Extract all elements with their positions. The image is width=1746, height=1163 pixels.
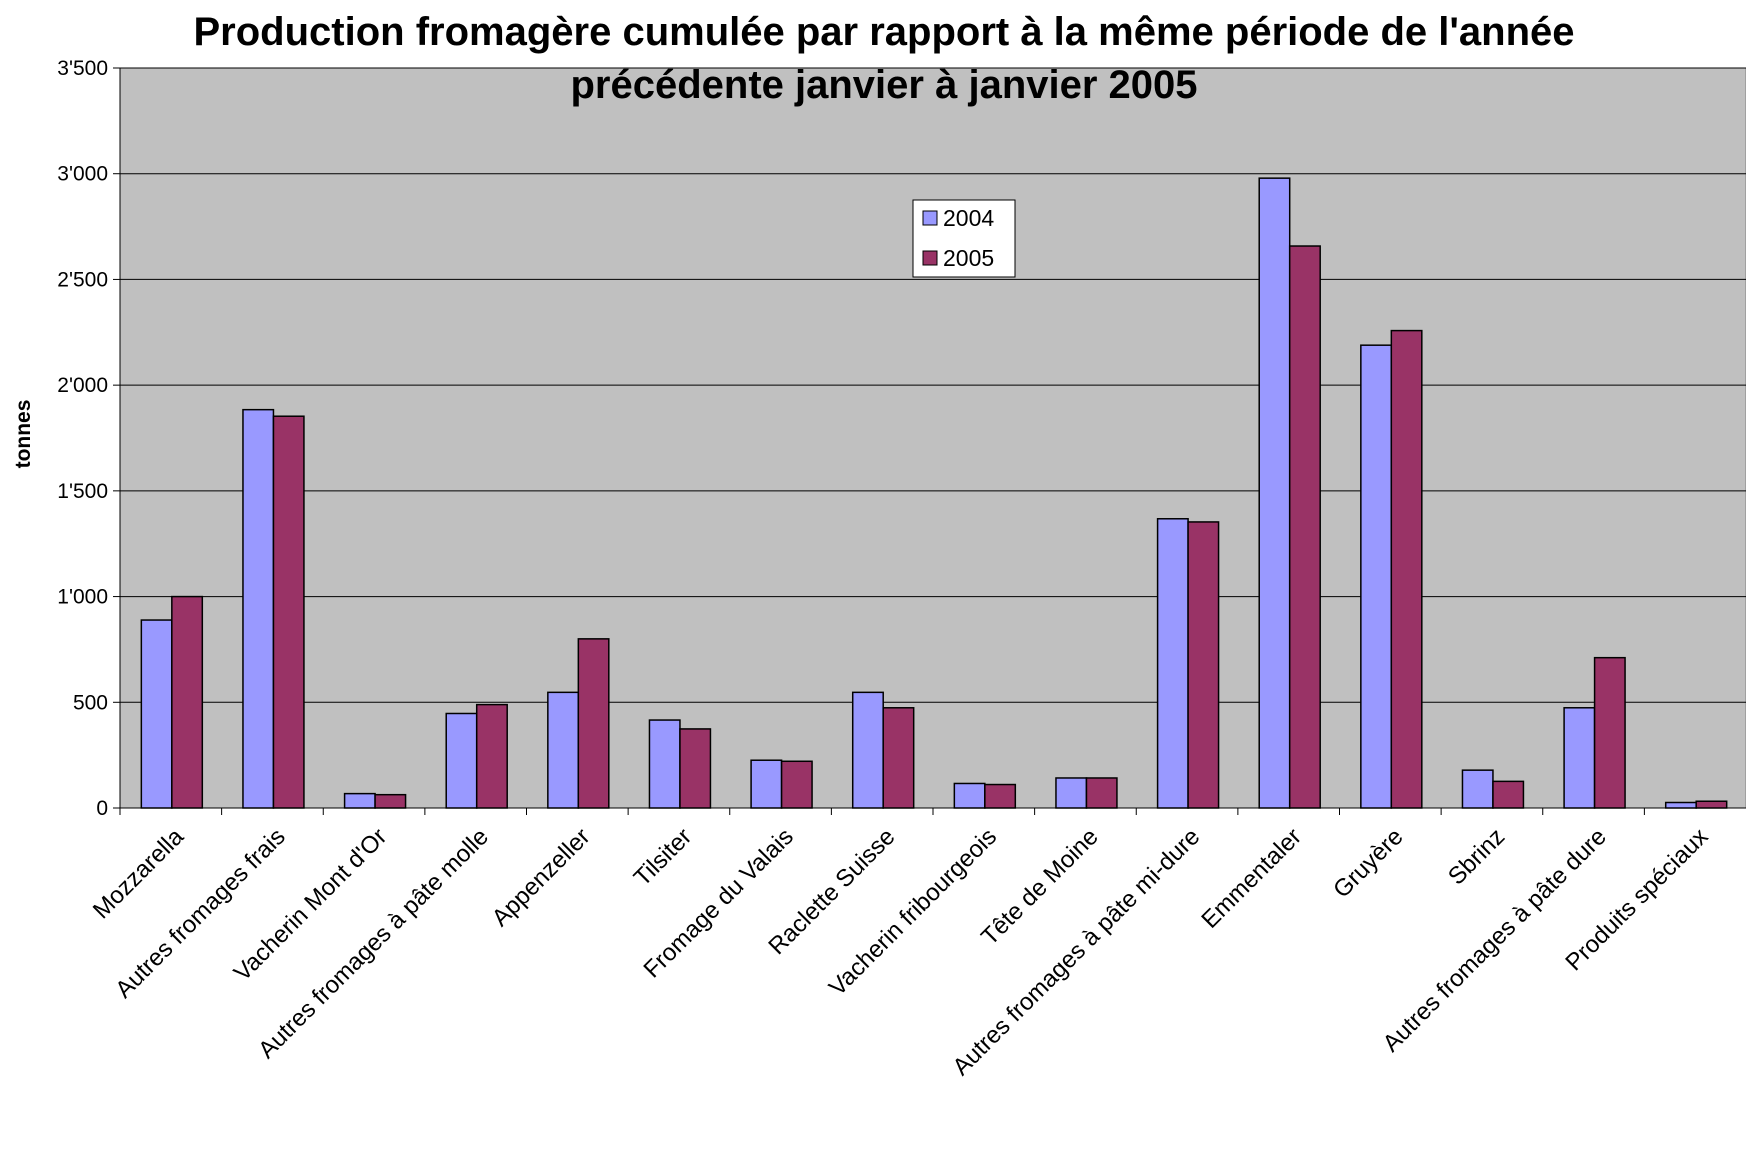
bar [445,712,478,809]
bar [953,782,986,809]
bar [547,691,580,809]
bar [780,760,813,809]
bar [1461,769,1494,809]
bar [1664,801,1697,809]
x-tick-label: Appenzeller [487,823,596,932]
bar [272,415,305,809]
bar [1288,245,1321,809]
bar [171,595,204,809]
bar [750,759,783,809]
y-tick-label: 3'000 [57,163,108,186]
bar [242,408,275,809]
bar [1492,780,1525,809]
bar [1156,518,1189,809]
x-tick-label: Tilsiter [629,823,697,891]
bar [343,792,376,809]
x-tick-label: Autres fromages frais [110,823,290,1003]
x-tick-label: Emmentaler [1196,823,1307,934]
y-axis-label: tonnes [12,400,35,469]
bar [1593,656,1626,809]
x-tick-label: Mozzarella [88,823,190,925]
x-tick-label: Vacherin fribourgeois [824,823,1002,1001]
y-tick-label: 2'500 [57,268,108,291]
legend-label: 2005 [943,245,994,271]
bar [1563,707,1596,809]
y-tick-label: 500 [73,691,108,714]
y-tick-label: 3'500 [57,57,108,80]
bar [648,719,681,809]
bar [1187,521,1220,809]
y-tick-label: 1'500 [57,480,108,503]
bar [1258,177,1291,809]
x-tick-label: Sbrinz [1443,823,1510,890]
bar [1055,777,1088,809]
bar [851,691,884,809]
bar [679,728,712,809]
legend-swatch [922,250,938,266]
bar [1360,344,1393,809]
bar [984,783,1017,809]
y-tick-label: 2'000 [57,374,108,397]
bar [1085,777,1118,809]
plot-area [119,67,1746,809]
x-tick-label: Gruyère [1328,823,1408,903]
chart-title: Production fromagère cumulée par rapport… [193,10,1575,107]
legend-label: 2004 [943,205,994,231]
bar [882,707,915,809]
bar [1390,329,1423,809]
y-tick-label: 1'000 [57,586,108,609]
bar [140,619,173,809]
legend-swatch [922,210,938,226]
bar [475,703,508,809]
bar [577,638,610,809]
bar [1695,800,1728,809]
y-tick-label: 0 [96,797,108,820]
bar [374,793,407,809]
